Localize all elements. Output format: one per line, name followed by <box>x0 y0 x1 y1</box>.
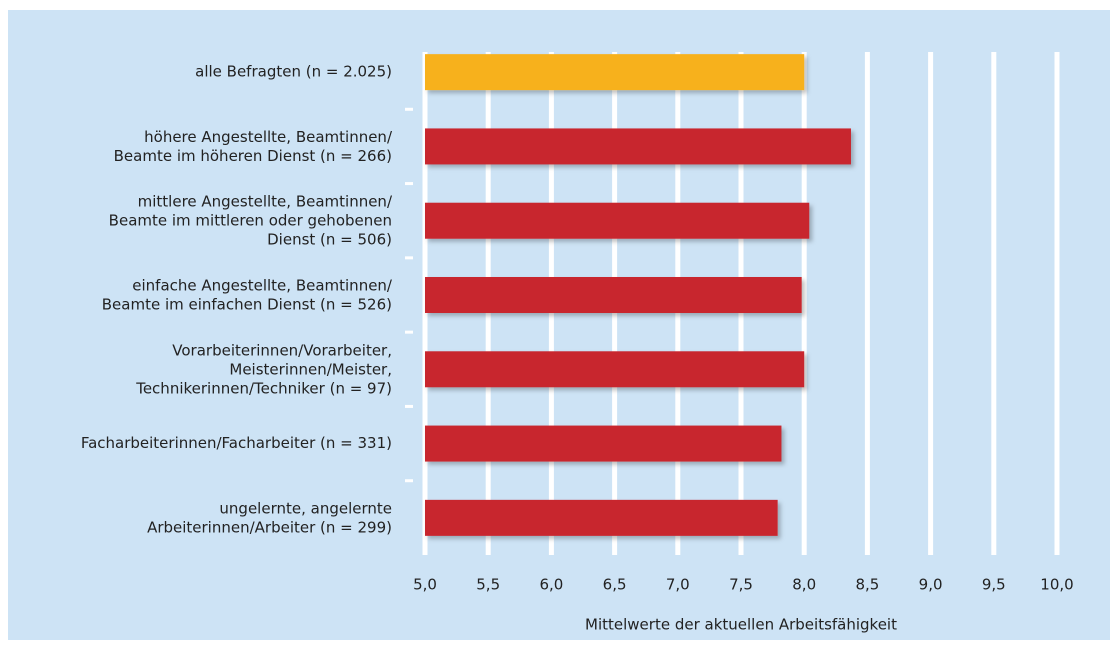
bar <box>425 351 805 388</box>
y-tick-label: Vorarbeiterinnen/Vorarbeiter, Meisterinne… <box>135 341 392 397</box>
bar <box>425 277 802 313</box>
bar <box>425 499 778 536</box>
plot-background <box>8 10 1110 640</box>
x-tick-label: 7,5 <box>729 576 753 594</box>
bar <box>425 54 805 91</box>
y-tick-label: ungelernte, angelernte Arbeiterinnen/Arbe… <box>147 499 392 536</box>
y-tick-label: Facharbeiterinnen/Facharbeiter (n = 331) <box>81 434 392 452</box>
y-tick-label: einfache Angestellte, Beamtinnen/Beamte … <box>102 276 393 313</box>
x-tick-label: 6,0 <box>539 576 563 594</box>
x-tick-label: 8,5 <box>855 576 879 594</box>
x-axis-label: Mittelwerte der aktuellen Arbeitsfähigke… <box>585 616 897 634</box>
y-tick-label: alle Befragten (n = 2.025) <box>195 63 392 81</box>
x-tick-label: 5,5 <box>476 576 500 594</box>
y-tick-label: höhere Angestellte, Beamtinnen/Beamte im… <box>114 127 393 164</box>
bar <box>425 425 782 462</box>
x-tick-label: 6,5 <box>603 576 627 594</box>
x-tick-label: 9,5 <box>982 576 1006 594</box>
x-tick-label: 8,0 <box>792 576 816 594</box>
bar <box>425 128 851 165</box>
x-tick-label: 9,0 <box>919 576 943 594</box>
x-tick-label: 7,0 <box>666 576 690 594</box>
x-tick-label: 10,0 <box>1040 576 1073 594</box>
x-tick-label: 5,0 <box>413 576 437 594</box>
y-tick-label: mittlere Angestellte, Beamtinnen/Beamte … <box>109 192 393 248</box>
bar <box>425 202 810 239</box>
